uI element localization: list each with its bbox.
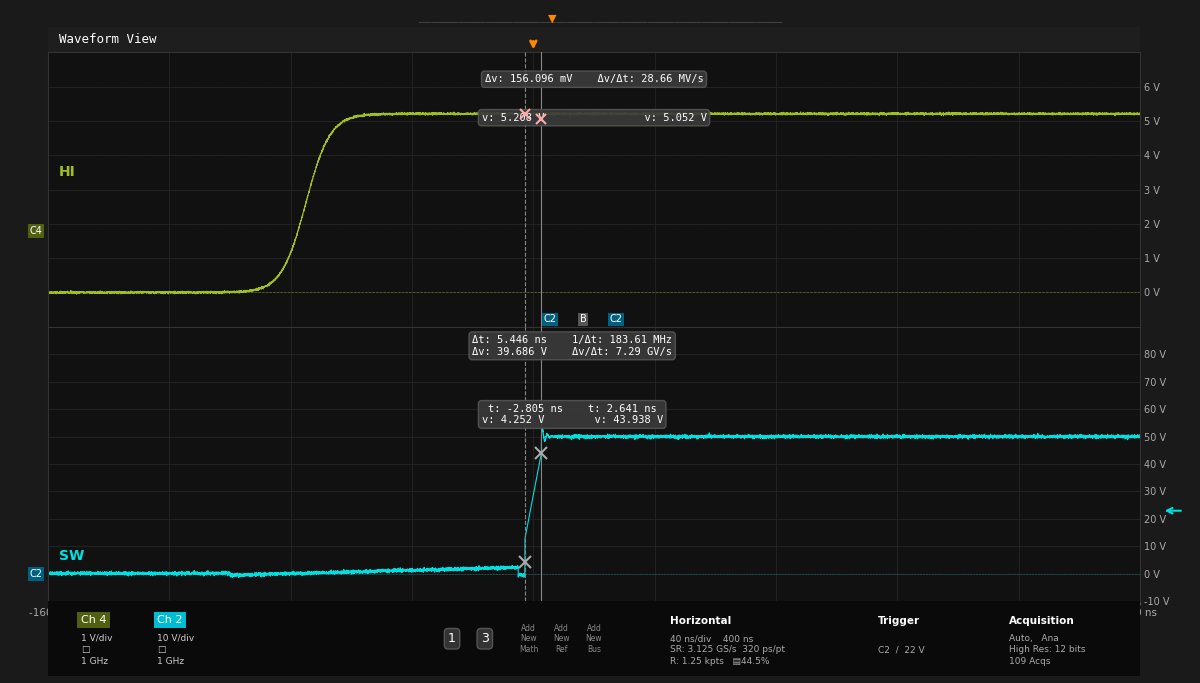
Text: Trigger: Trigger bbox=[878, 616, 920, 626]
Text: C2: C2 bbox=[30, 569, 42, 579]
Text: C2: C2 bbox=[610, 314, 623, 324]
Text: ──────────────────────────────────────────────────────: ────────────────────────────────────────… bbox=[418, 17, 782, 27]
Text: Auto,   Ana
High Res: 12 bits
109 Acqs: Auto, Ana High Res: 12 bits 109 Acqs bbox=[1009, 635, 1086, 665]
Text: t: -2.805 ns    t: 2.641 ns
v: 4.252 V        v: 43.938 V: t: -2.805 ns t: 2.641 ns v: 4.252 V v: 4… bbox=[481, 404, 662, 426]
Text: Ch 4: Ch 4 bbox=[80, 615, 107, 625]
Text: Ch 2: Ch 2 bbox=[157, 615, 182, 625]
Text: Add
New
Ref: Add New Ref bbox=[553, 624, 570, 654]
Text: 10 V/div
□
1 GHz: 10 V/div □ 1 GHz bbox=[157, 634, 194, 666]
Text: 3: 3 bbox=[481, 632, 488, 645]
Text: C2  /  22 V: C2 / 22 V bbox=[878, 645, 924, 654]
Text: Acquisition: Acquisition bbox=[1009, 616, 1075, 626]
Text: ▼: ▼ bbox=[547, 14, 557, 24]
Text: B: B bbox=[580, 314, 587, 324]
Text: SW: SW bbox=[59, 549, 84, 563]
Text: 40 ns/div    400 ns
SR: 3.125 GS/s  320 ps/pt
R: 1.25 kpts   ▤44.5%: 40 ns/div 400 ns SR: 3.125 GS/s 320 ps/p… bbox=[671, 635, 786, 665]
Text: HI: HI bbox=[59, 165, 76, 179]
Text: Δv: 156.096 mV    Δv/Δt: 28.66 MV/s: Δv: 156.096 mV Δv/Δt: 28.66 MV/s bbox=[485, 74, 703, 84]
Text: C4: C4 bbox=[30, 225, 42, 236]
Text: C2: C2 bbox=[544, 314, 557, 324]
Text: Add
New
Bus: Add New Bus bbox=[586, 624, 602, 654]
Text: Horizontal: Horizontal bbox=[671, 616, 732, 626]
Text: Add
New
Math: Add New Math bbox=[518, 624, 538, 654]
Text: 1: 1 bbox=[448, 632, 456, 645]
Text: v: 5.208 V                v: 5.052 V: v: 5.208 V v: 5.052 V bbox=[481, 113, 707, 123]
Text: Waveform View: Waveform View bbox=[59, 33, 156, 46]
Text: Δt: 5.446 ns    1/Δt: 183.61 MHz
Δv: 39.686 V    Δv/Δt: 7.29 GV/s: Δt: 5.446 ns 1/Δt: 183.61 MHz Δv: 39.686… bbox=[472, 335, 672, 357]
Text: 1 V/div
□
1 GHz: 1 V/div □ 1 GHz bbox=[80, 634, 113, 666]
